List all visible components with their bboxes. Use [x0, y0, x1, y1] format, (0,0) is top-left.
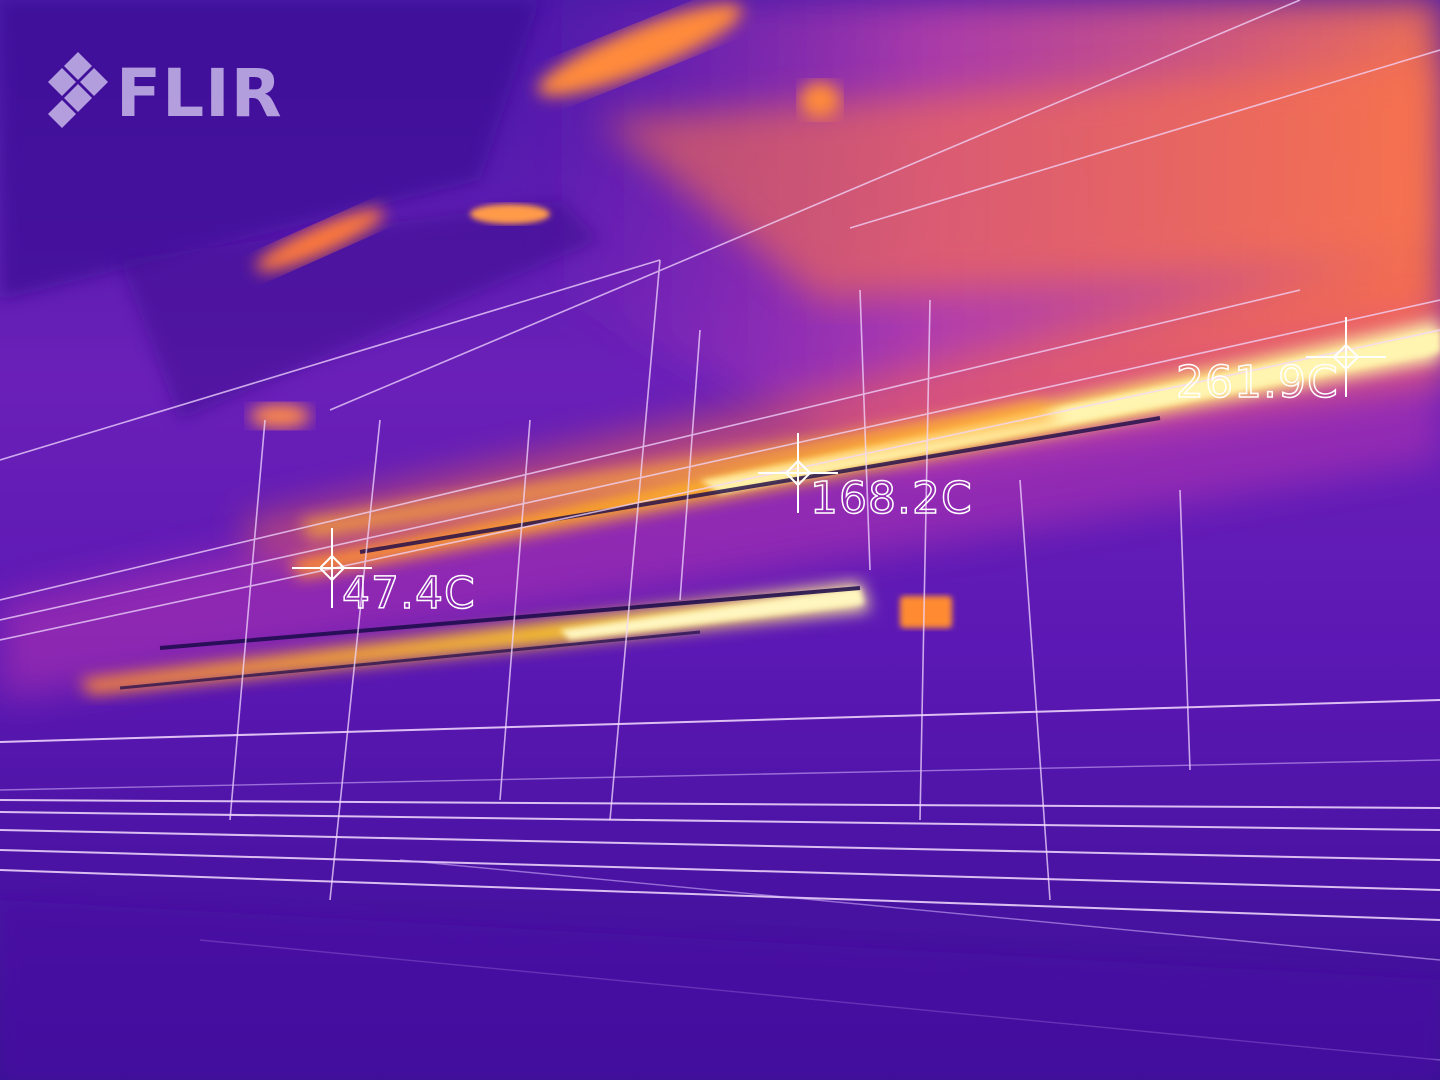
spot-temperature-label-3: 261.9C [1175, 356, 1339, 409]
flir-logo-text: FLIR [116, 55, 283, 132]
spot-temperature-label-2: 168.2C [809, 472, 973, 525]
spot-measurement-2: 168.2C [758, 433, 972, 525]
crosshair-icon [292, 528, 372, 608]
crosshair-icon [758, 433, 838, 513]
flir-diamond-icon [48, 52, 108, 128]
spot-measurement-3: 261.9C [1175, 317, 1386, 409]
crosshair-icon [1306, 317, 1386, 397]
flir-logo: FLIR [46, 48, 283, 140]
spot-temperature-label-1: 47.4C [341, 567, 476, 620]
spot-measurement-1: 47.4C [292, 528, 475, 620]
